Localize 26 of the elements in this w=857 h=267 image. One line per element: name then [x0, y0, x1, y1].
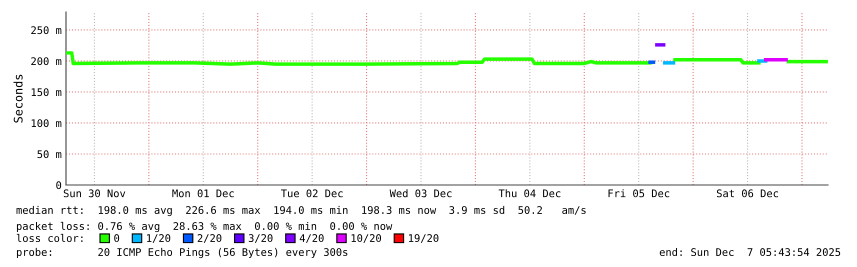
x-tick-label: Fri 05 Dec	[608, 189, 670, 198]
legend-label: 2/20	[198, 234, 222, 243]
legend-label: 4/20	[300, 234, 324, 243]
x-tick-label: Tue 02 Dec	[281, 189, 343, 198]
text: packet loss: 0.76 % avg 28.63 % max 0.00 % min 0.00 % now	[16, 222, 392, 232]
y-tick-label: 0	[56, 181, 62, 190]
x-tick-label: Wed 03 Dec	[390, 189, 452, 198]
legend-title: loss color:	[16, 234, 82, 242]
y-tick-label: 250 m	[31, 26, 62, 34]
y-tick-label: 150 m	[32, 88, 62, 96]
legend-label: 10/20	[352, 234, 382, 243]
legend-label: 1/20	[147, 234, 170, 243]
x-tick-label: Sun 30 Nov	[64, 189, 126, 198]
legend-label: 3/20	[248, 234, 273, 243]
legend-label: 19/20	[409, 234, 438, 243]
text: end: Sun Dec 7 05:43:54 2025	[660, 248, 840, 256]
y-tick-label: 50 m	[37, 150, 62, 158]
y-axis-title: Seconds	[13, 74, 23, 123]
x-tick-label: Thu 04 Dec	[498, 189, 560, 198]
text: probe: 20 ICMP Echo Pings (56 Bytes) every 300s	[16, 248, 348, 258]
legend-label: 0	[114, 234, 120, 242]
text: median rtt: 198.0 ms avg 226.6 ms max 194.0 ms min 198.3 ms now 3.9 ms sd 50.2 am/s	[16, 206, 586, 216]
y-tick-label: 200 m	[31, 57, 62, 66]
x-tick-label: Sat 06 Dec	[716, 189, 778, 198]
x-tick-label: Mon 01 Dec	[172, 189, 234, 198]
y-tick-label: 100 m	[32, 119, 62, 128]
